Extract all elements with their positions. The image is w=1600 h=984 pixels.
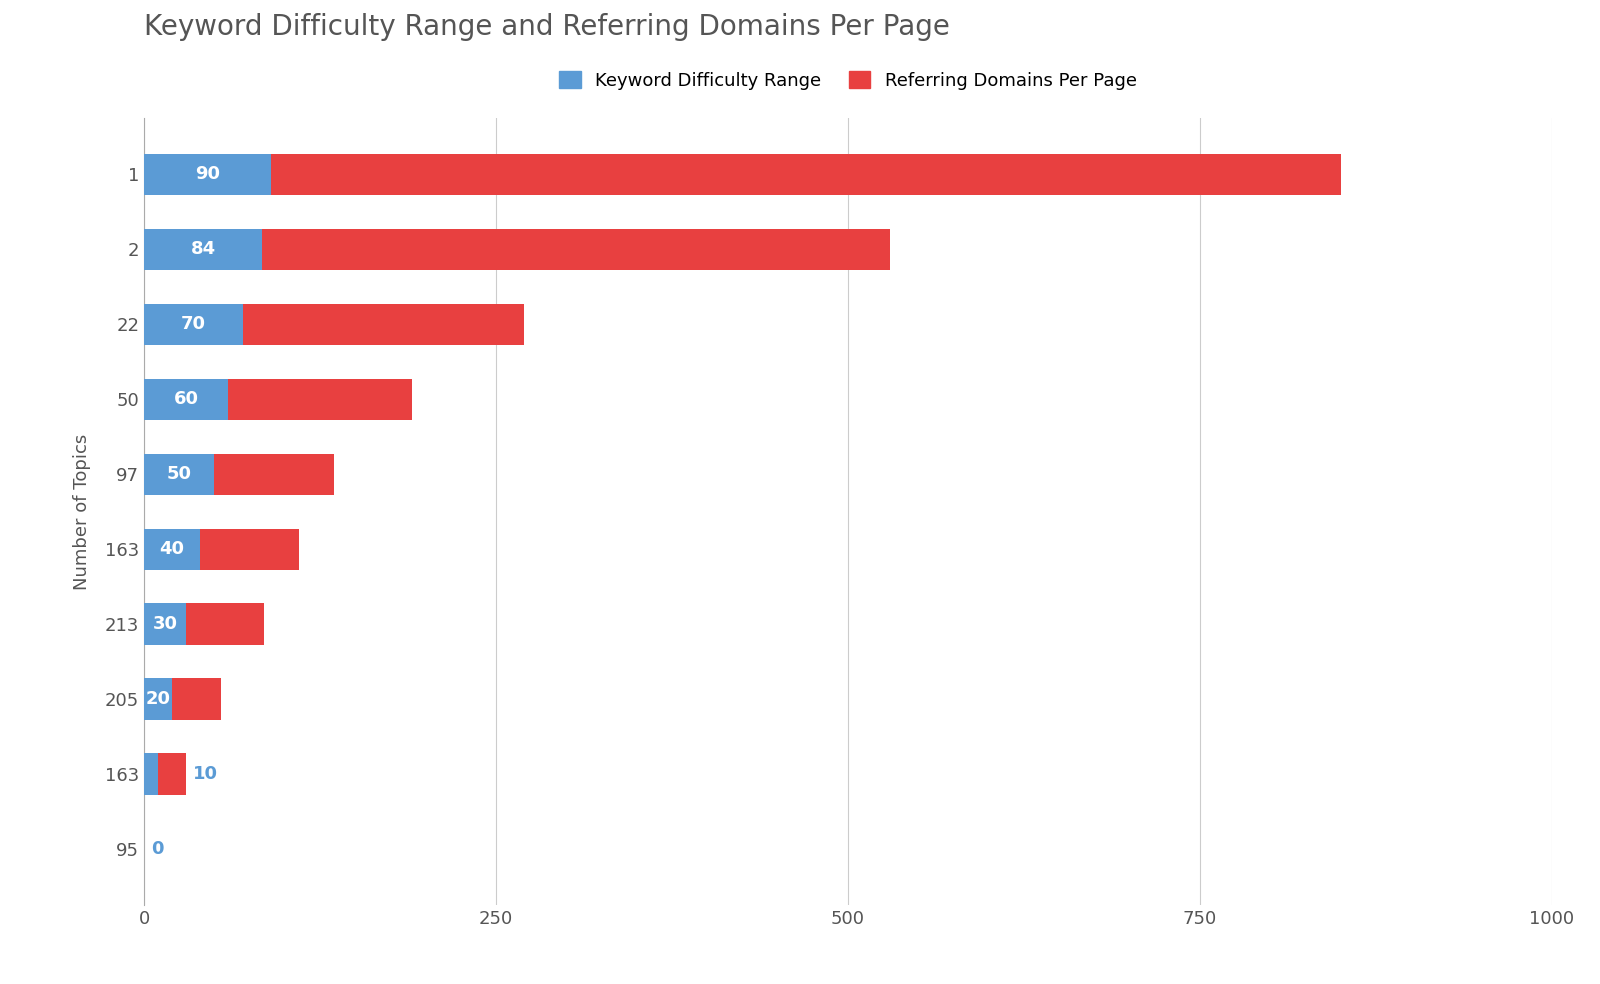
Text: 90: 90 [195, 165, 219, 183]
Text: 10: 10 [194, 765, 218, 783]
Bar [144, 454, 334, 495]
Y-axis label: Number of Topics: Number of Topics [74, 434, 91, 589]
Bar [144, 678, 173, 719]
Text: 30: 30 [152, 615, 178, 633]
Bar [144, 603, 186, 645]
Bar [144, 154, 270, 195]
Text: 70: 70 [181, 315, 206, 334]
Bar [144, 454, 214, 495]
Text: Keyword Difficulty Range and Referring Domains Per Page: Keyword Difficulty Range and Referring D… [144, 13, 950, 40]
Bar [144, 528, 299, 570]
Bar [144, 754, 158, 794]
Bar [144, 379, 411, 420]
Bar [144, 379, 229, 420]
Bar [144, 229, 262, 270]
Text: 60: 60 [174, 391, 198, 408]
Text: 40: 40 [160, 540, 184, 558]
Legend: Keyword Difficulty Range, Referring Domains Per Page: Keyword Difficulty Range, Referring Doma… [552, 64, 1144, 96]
Bar [144, 528, 200, 570]
Text: 20: 20 [146, 690, 171, 708]
Text: 50: 50 [166, 465, 192, 483]
Text: 84: 84 [190, 240, 216, 259]
Bar [144, 754, 186, 794]
Bar [144, 229, 890, 270]
Bar [144, 678, 221, 719]
Bar [144, 154, 1341, 195]
Text: 0: 0 [150, 840, 163, 858]
Bar [144, 304, 525, 345]
Bar [144, 603, 264, 645]
Bar [144, 304, 243, 345]
